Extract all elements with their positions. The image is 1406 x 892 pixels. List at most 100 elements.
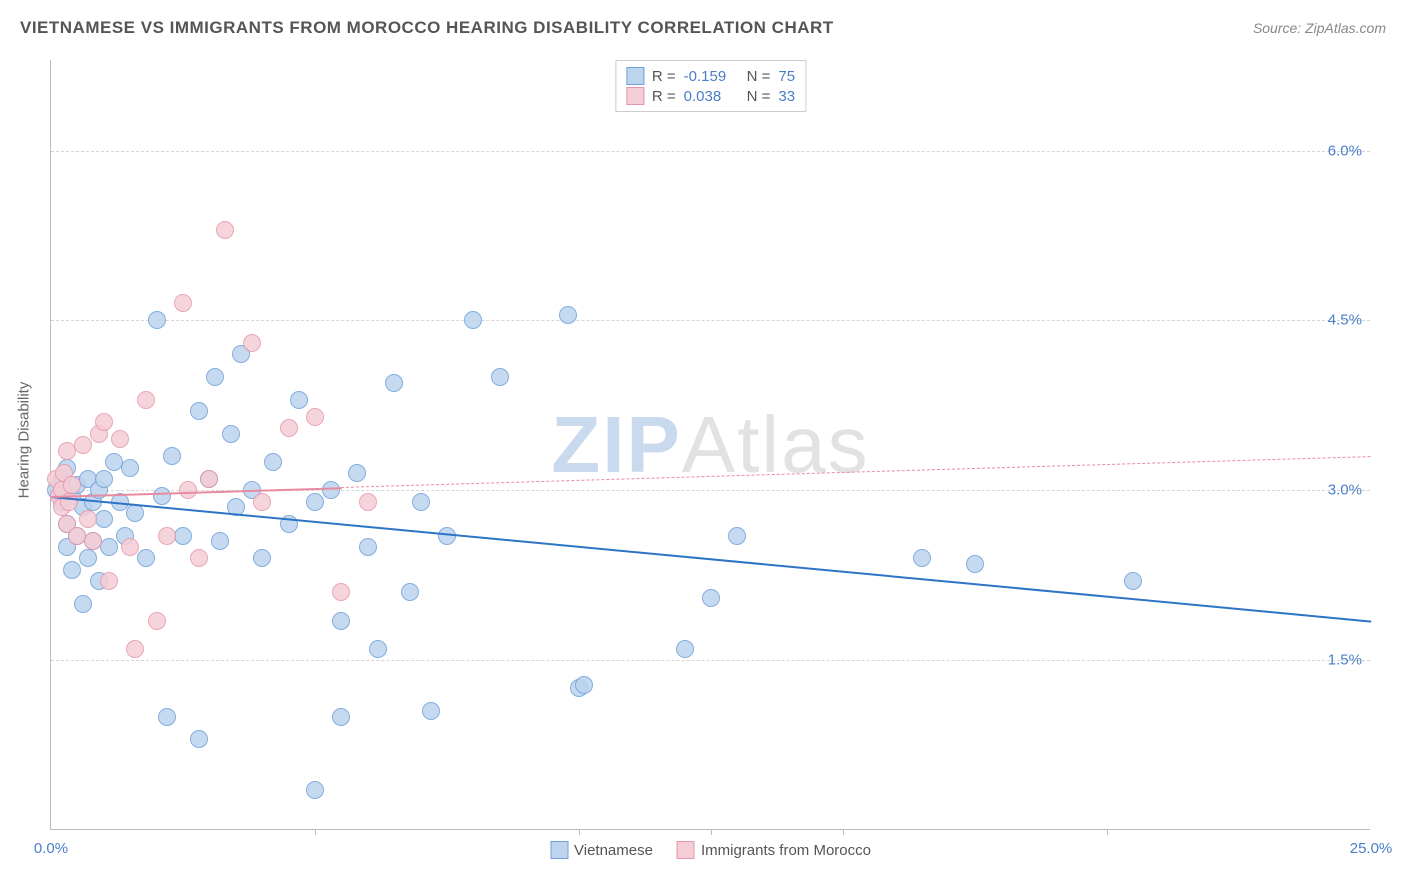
scatter-point xyxy=(913,549,931,567)
x-tick-mark xyxy=(315,829,316,835)
scatter-point xyxy=(676,640,694,658)
scatter-point xyxy=(385,374,403,392)
scatter-point xyxy=(74,595,92,613)
legend-series-item: Vietnamese xyxy=(550,841,653,859)
scatter-point xyxy=(100,538,118,556)
scatter-point xyxy=(332,708,350,726)
scatter-point xyxy=(491,368,509,386)
scatter-point xyxy=(322,481,340,499)
scatter-point xyxy=(359,538,377,556)
legend-series-label: Vietnamese xyxy=(574,842,653,859)
scatter-point xyxy=(243,334,261,352)
scatter-point xyxy=(158,708,176,726)
scatter-point xyxy=(179,481,197,499)
legend-series-item: Immigrants from Morocco xyxy=(677,841,871,859)
legend-stats-row: R = -0.159 N = 75 xyxy=(626,66,795,86)
y-tick-label: 6.0% xyxy=(1328,142,1362,159)
scatter-point xyxy=(422,702,440,720)
scatter-point xyxy=(121,459,139,477)
scatter-point xyxy=(253,493,271,511)
gridline-h xyxy=(51,660,1370,661)
legend-n-label: N = xyxy=(747,68,771,85)
y-tick-label: 1.5% xyxy=(1328,652,1362,669)
legend-swatch xyxy=(550,841,568,859)
watermark-zip: ZIP xyxy=(551,400,681,489)
scatter-point xyxy=(348,464,366,482)
source-value: ZipAtlas.com xyxy=(1305,20,1386,36)
gridline-h xyxy=(51,151,1370,152)
scatter-point xyxy=(111,430,129,448)
scatter-point xyxy=(253,549,271,567)
scatter-point xyxy=(280,419,298,437)
scatter-point xyxy=(332,583,350,601)
scatter-point xyxy=(79,510,97,528)
x-tick-mark xyxy=(711,829,712,835)
gridline-h xyxy=(51,320,1370,321)
legend-stats-row: R =0.038N =33 xyxy=(626,86,795,106)
scatter-point xyxy=(84,532,102,550)
scatter-point xyxy=(174,527,192,545)
trend-line xyxy=(341,456,1371,488)
scatter-point xyxy=(137,391,155,409)
scatter-point xyxy=(464,311,482,329)
scatter-point xyxy=(216,221,234,239)
scatter-point xyxy=(137,549,155,567)
scatter-point xyxy=(121,538,139,556)
legend-n-value: 75 xyxy=(778,68,795,85)
scatter-point xyxy=(559,306,577,324)
source: Source: ZipAtlas.com xyxy=(1253,20,1386,36)
scatter-point xyxy=(148,311,166,329)
y-tick-label: 3.0% xyxy=(1328,482,1362,499)
legend-stats: R = -0.159 N = 75R = 0.038 N = 33 xyxy=(615,60,806,112)
scatter-point xyxy=(306,781,324,799)
x-tick-mark xyxy=(843,829,844,835)
scatter-point xyxy=(163,447,181,465)
scatter-point xyxy=(211,532,229,550)
scatter-point xyxy=(95,510,113,528)
legend-series: Vietnamese Immigrants from Morocco xyxy=(550,841,871,859)
scatter-point xyxy=(306,493,324,511)
x-tick-origin: 0.0% xyxy=(34,840,68,857)
x-tick-end: 25.0% xyxy=(1350,840,1393,857)
y-axis-label: Hearing Disability xyxy=(16,382,33,499)
legend-n-value: 33 xyxy=(778,88,795,105)
scatter-point xyxy=(702,589,720,607)
legend-series-label: Immigrants from Morocco xyxy=(701,842,871,859)
scatter-point xyxy=(1124,572,1142,590)
legend-r-value: 0.038 xyxy=(684,88,739,105)
title-row: VIETNAMESE VS IMMIGRANTS FROM MOROCCO HE… xyxy=(20,18,1386,38)
scatter-point xyxy=(306,408,324,426)
scatter-point xyxy=(190,549,208,567)
plot-area: ZIPAtlas R =-0.159N =75R =0.038N =33 Vie… xyxy=(50,60,1370,830)
source-label: Source: xyxy=(1253,20,1305,36)
scatter-point xyxy=(401,583,419,601)
legend-swatch xyxy=(677,841,695,859)
scatter-point xyxy=(74,436,92,454)
scatter-point xyxy=(63,561,81,579)
x-tick-mark xyxy=(579,829,580,835)
legend-swatch xyxy=(626,87,644,105)
scatter-point xyxy=(190,730,208,748)
scatter-point xyxy=(190,402,208,420)
chart-title: VIETNAMESE VS IMMIGRANTS FROM MOROCCO HE… xyxy=(20,18,834,38)
scatter-point xyxy=(200,470,218,488)
legend-swatch xyxy=(626,67,644,85)
scatter-point xyxy=(359,493,377,511)
scatter-point xyxy=(79,549,97,567)
scatter-point xyxy=(222,425,240,443)
scatter-point xyxy=(153,487,171,505)
scatter-point xyxy=(412,493,430,511)
scatter-point xyxy=(95,413,113,431)
legend-r-value: -0.159 xyxy=(684,68,739,85)
scatter-point xyxy=(158,527,176,545)
scatter-point xyxy=(100,572,118,590)
scatter-point xyxy=(148,612,166,630)
scatter-point xyxy=(966,555,984,573)
scatter-point xyxy=(332,612,350,630)
scatter-point xyxy=(206,368,224,386)
scatter-point xyxy=(126,640,144,658)
scatter-point xyxy=(95,470,113,488)
scatter-point xyxy=(575,676,593,694)
legend-r-label: R = xyxy=(652,68,676,85)
legend-n-label: N = xyxy=(747,88,771,105)
